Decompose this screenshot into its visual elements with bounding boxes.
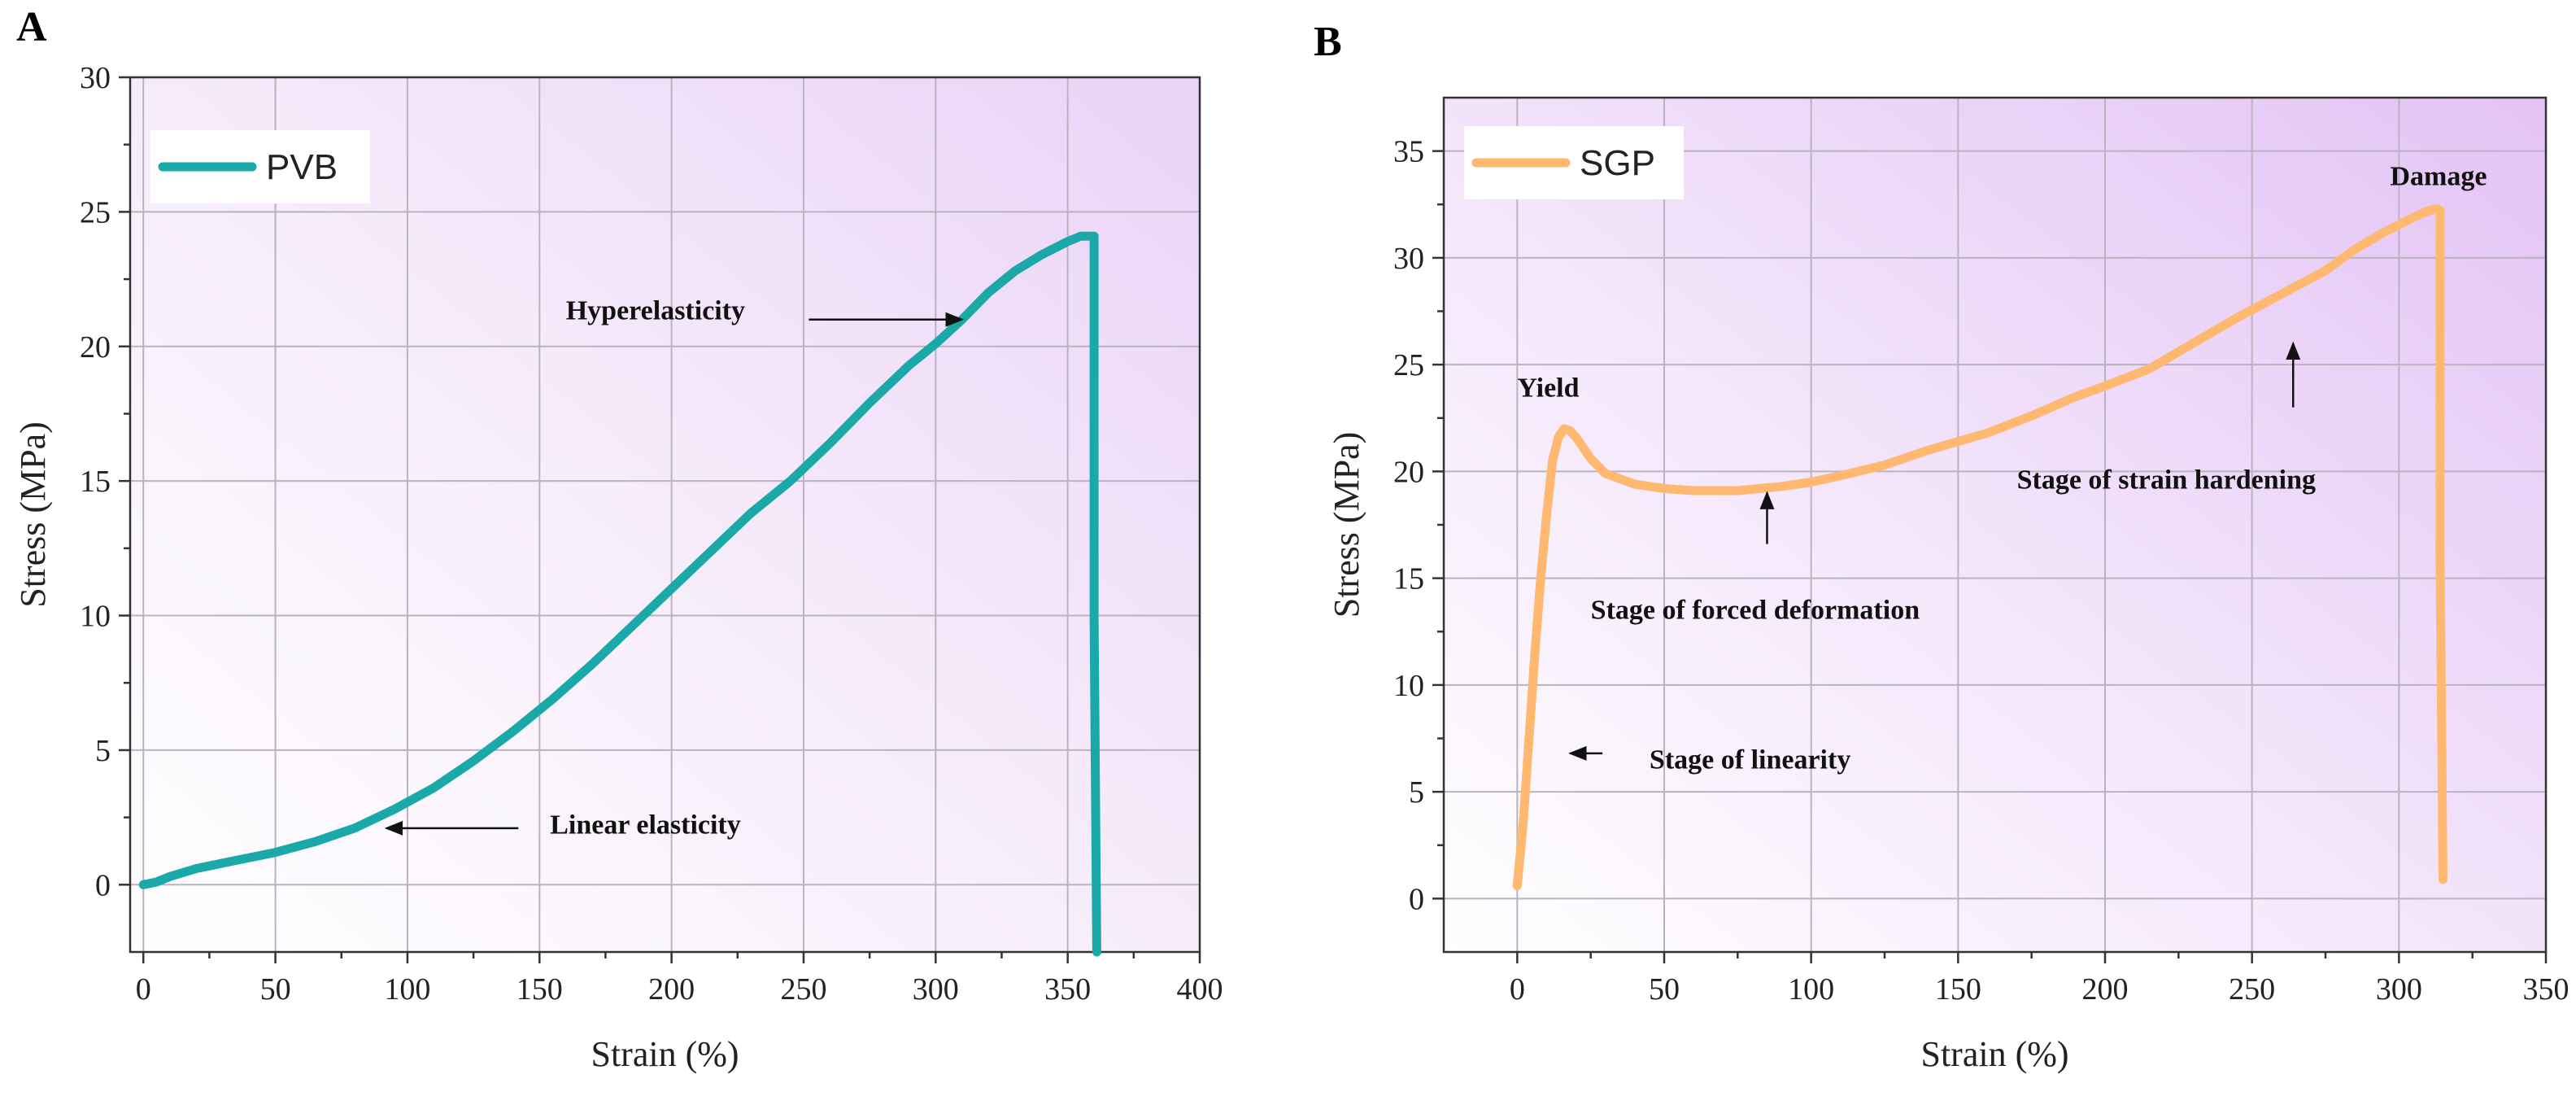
legend: PVB bbox=[150, 130, 370, 203]
x-tick-label: 250 bbox=[780, 972, 826, 1006]
x-tick-label: 50 bbox=[1649, 972, 1680, 1006]
y-tick-label: 15 bbox=[80, 465, 111, 499]
y-tick-label: 30 bbox=[1393, 242, 1424, 276]
y-tick-label: 5 bbox=[1409, 775, 1424, 810]
annotation-text: Stage of forced deformation bbox=[1591, 596, 1920, 626]
x-tick-label: 200 bbox=[648, 972, 695, 1006]
series-line-pvb bbox=[138, 231, 1101, 957]
x-tick-label: 350 bbox=[2523, 972, 2569, 1006]
x-tick-label: 100 bbox=[1788, 972, 1834, 1006]
annotation-text: Hyperelasticity bbox=[566, 296, 745, 326]
y-tick-label: 10 bbox=[1393, 669, 1424, 703]
plot-area bbox=[1444, 98, 2546, 952]
y-tick-label: 5 bbox=[95, 734, 111, 768]
y-tick-label: 20 bbox=[80, 330, 111, 365]
y-tick-label: 0 bbox=[95, 868, 111, 902]
legend: SGP bbox=[1464, 126, 1684, 199]
panel-a-letter: A bbox=[16, 4, 47, 50]
annotation-text: Stage of strain hardening bbox=[2017, 465, 2316, 495]
x-tick-label: 200 bbox=[2082, 972, 2129, 1006]
x-tick-label: 150 bbox=[1935, 972, 1981, 1006]
x-tick-label: 50 bbox=[260, 972, 291, 1006]
panel-b: B 0 50 100 150 200 250 300 350 0 5 10 15 20 25 30 35 Str… bbox=[1314, 19, 2569, 1074]
y-tick-label: 30 bbox=[80, 61, 111, 95]
annotation-text: Damage bbox=[2390, 162, 2487, 192]
x-axis-title: Strain (%) bbox=[591, 1034, 739, 1074]
plot-frame bbox=[129, 76, 1201, 954]
x-tick-label: 300 bbox=[913, 972, 959, 1006]
y-axis-title: Stress (MPa) bbox=[13, 421, 53, 608]
annotation-text: Linear elasticity bbox=[550, 810, 741, 840]
y-tick-label: 10 bbox=[80, 600, 111, 634]
legend-label: SGP bbox=[1580, 143, 1655, 183]
x-axis-title: Strain (%) bbox=[1920, 1034, 2068, 1074]
plot-area bbox=[130, 77, 1200, 952]
x-tick-label: 300 bbox=[2376, 972, 2422, 1006]
panel-b-letter: B bbox=[1314, 19, 1342, 65]
y-tick-label: 15 bbox=[1393, 562, 1424, 596]
annotation-text: Stage of linearity bbox=[1650, 744, 1850, 775]
x-tick-label: 0 bbox=[1510, 972, 1525, 1006]
y-axis-title: Stress (MPa) bbox=[1327, 432, 1366, 618]
y-tick-label: 25 bbox=[1393, 348, 1424, 382]
x-tick-label: 150 bbox=[517, 972, 563, 1006]
x-tick-label: 100 bbox=[384, 972, 430, 1006]
y-tick-label: 0 bbox=[1409, 882, 1424, 916]
x-tick-label: 350 bbox=[1044, 972, 1091, 1006]
legend-label: PVB bbox=[266, 147, 338, 187]
series-line-sgp bbox=[1512, 204, 2447, 891]
annotation-text: Yield bbox=[1517, 373, 1579, 404]
y-tick-label: 20 bbox=[1393, 455, 1424, 489]
x-tick-label: 400 bbox=[1177, 972, 1223, 1006]
panel-a: A 0 50 100 150 200 250 300 350 400 0 5 10 15 20 25 30 St… bbox=[13, 4, 1223, 1074]
y-tick-label: 35 bbox=[1393, 135, 1424, 169]
y-tick-label: 25 bbox=[80, 195, 111, 229]
x-tick-label: 0 bbox=[136, 972, 151, 1006]
x-tick-label: 250 bbox=[2229, 972, 2275, 1006]
